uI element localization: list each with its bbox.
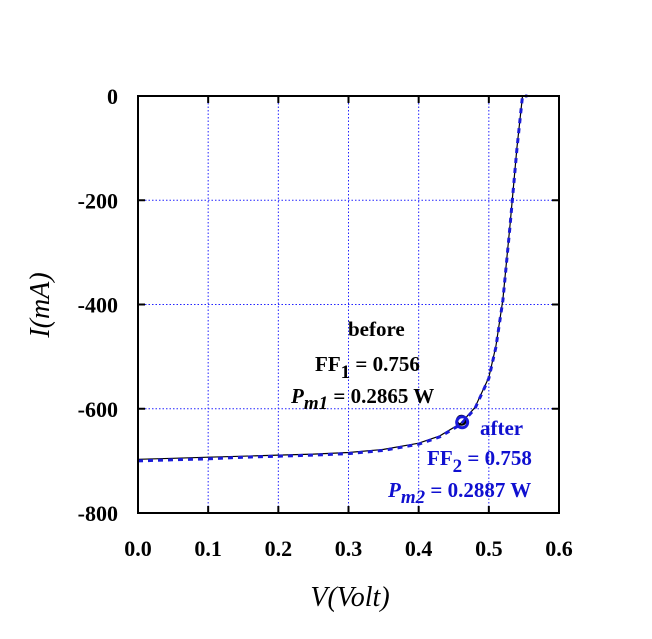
annotation-after-pm: Pm2 = 0.2887 W [387,478,531,508]
x-tick-label: 0.6 [545,536,573,561]
series-lines [137,94,528,463]
axis-ticks: 0.0 0.1 0.2 0.3 0.4 0.5 0.6 0 -200 -400 -600 -800 [78,84,573,561]
x-tick-label: 0.0 [124,536,152,561]
y-axis-title: I(mA) [25,272,56,338]
ff1-subscript: 1 [341,362,351,383]
pm1-value: = 0.2865 W [328,384,434,408]
x-tick-label: 0.5 [475,536,503,561]
annotation-before-ff: FF1 = 0.756 [315,352,420,383]
ff1-value: = 0.756 [350,352,420,376]
x-tick-label: 0.4 [405,536,433,561]
y-tick-label: -800 [78,501,118,526]
pm2-prefix: P [387,478,401,502]
y-tick-label: -600 [78,397,118,422]
pm1-prefix: P [290,384,304,408]
y-tick-label: -400 [78,293,118,318]
pm2-value: = 0.2887 W [425,478,531,502]
y-tick-label: 0 [107,84,118,109]
annotation-before-title: before [348,317,405,341]
ff2-prefix: FF [427,446,453,470]
pm1-subscript: m1 [304,393,328,414]
annotation-before: before FF1 = 0.756 Pm1 = 0.2865 W [290,317,434,414]
y-tick-label: -200 [78,188,118,213]
annotation-after: after FF2 = 0.758 Pm2 = 0.2887 W [387,416,532,508]
ff2-subscript: 2 [453,456,463,477]
annotation-after-ff: FF2 = 0.758 [427,446,532,477]
x-tick-label: 0.1 [194,536,222,561]
pm2-subscript: m2 [401,487,426,508]
annotation-after-title: after [480,416,523,440]
ff1-prefix: FF [315,352,341,376]
maximum-power-markers [455,414,470,430]
annotation-before-pm: Pm1 = 0.2865 W [290,384,434,414]
x-axis-title: V(Volt) [310,582,389,613]
x-tick-label: 0.3 [335,536,363,561]
marker-after [455,415,470,430]
x-tick-label: 0.2 [265,536,293,561]
ff2-value: = 0.758 [462,446,532,470]
series-line-after [137,94,528,463]
